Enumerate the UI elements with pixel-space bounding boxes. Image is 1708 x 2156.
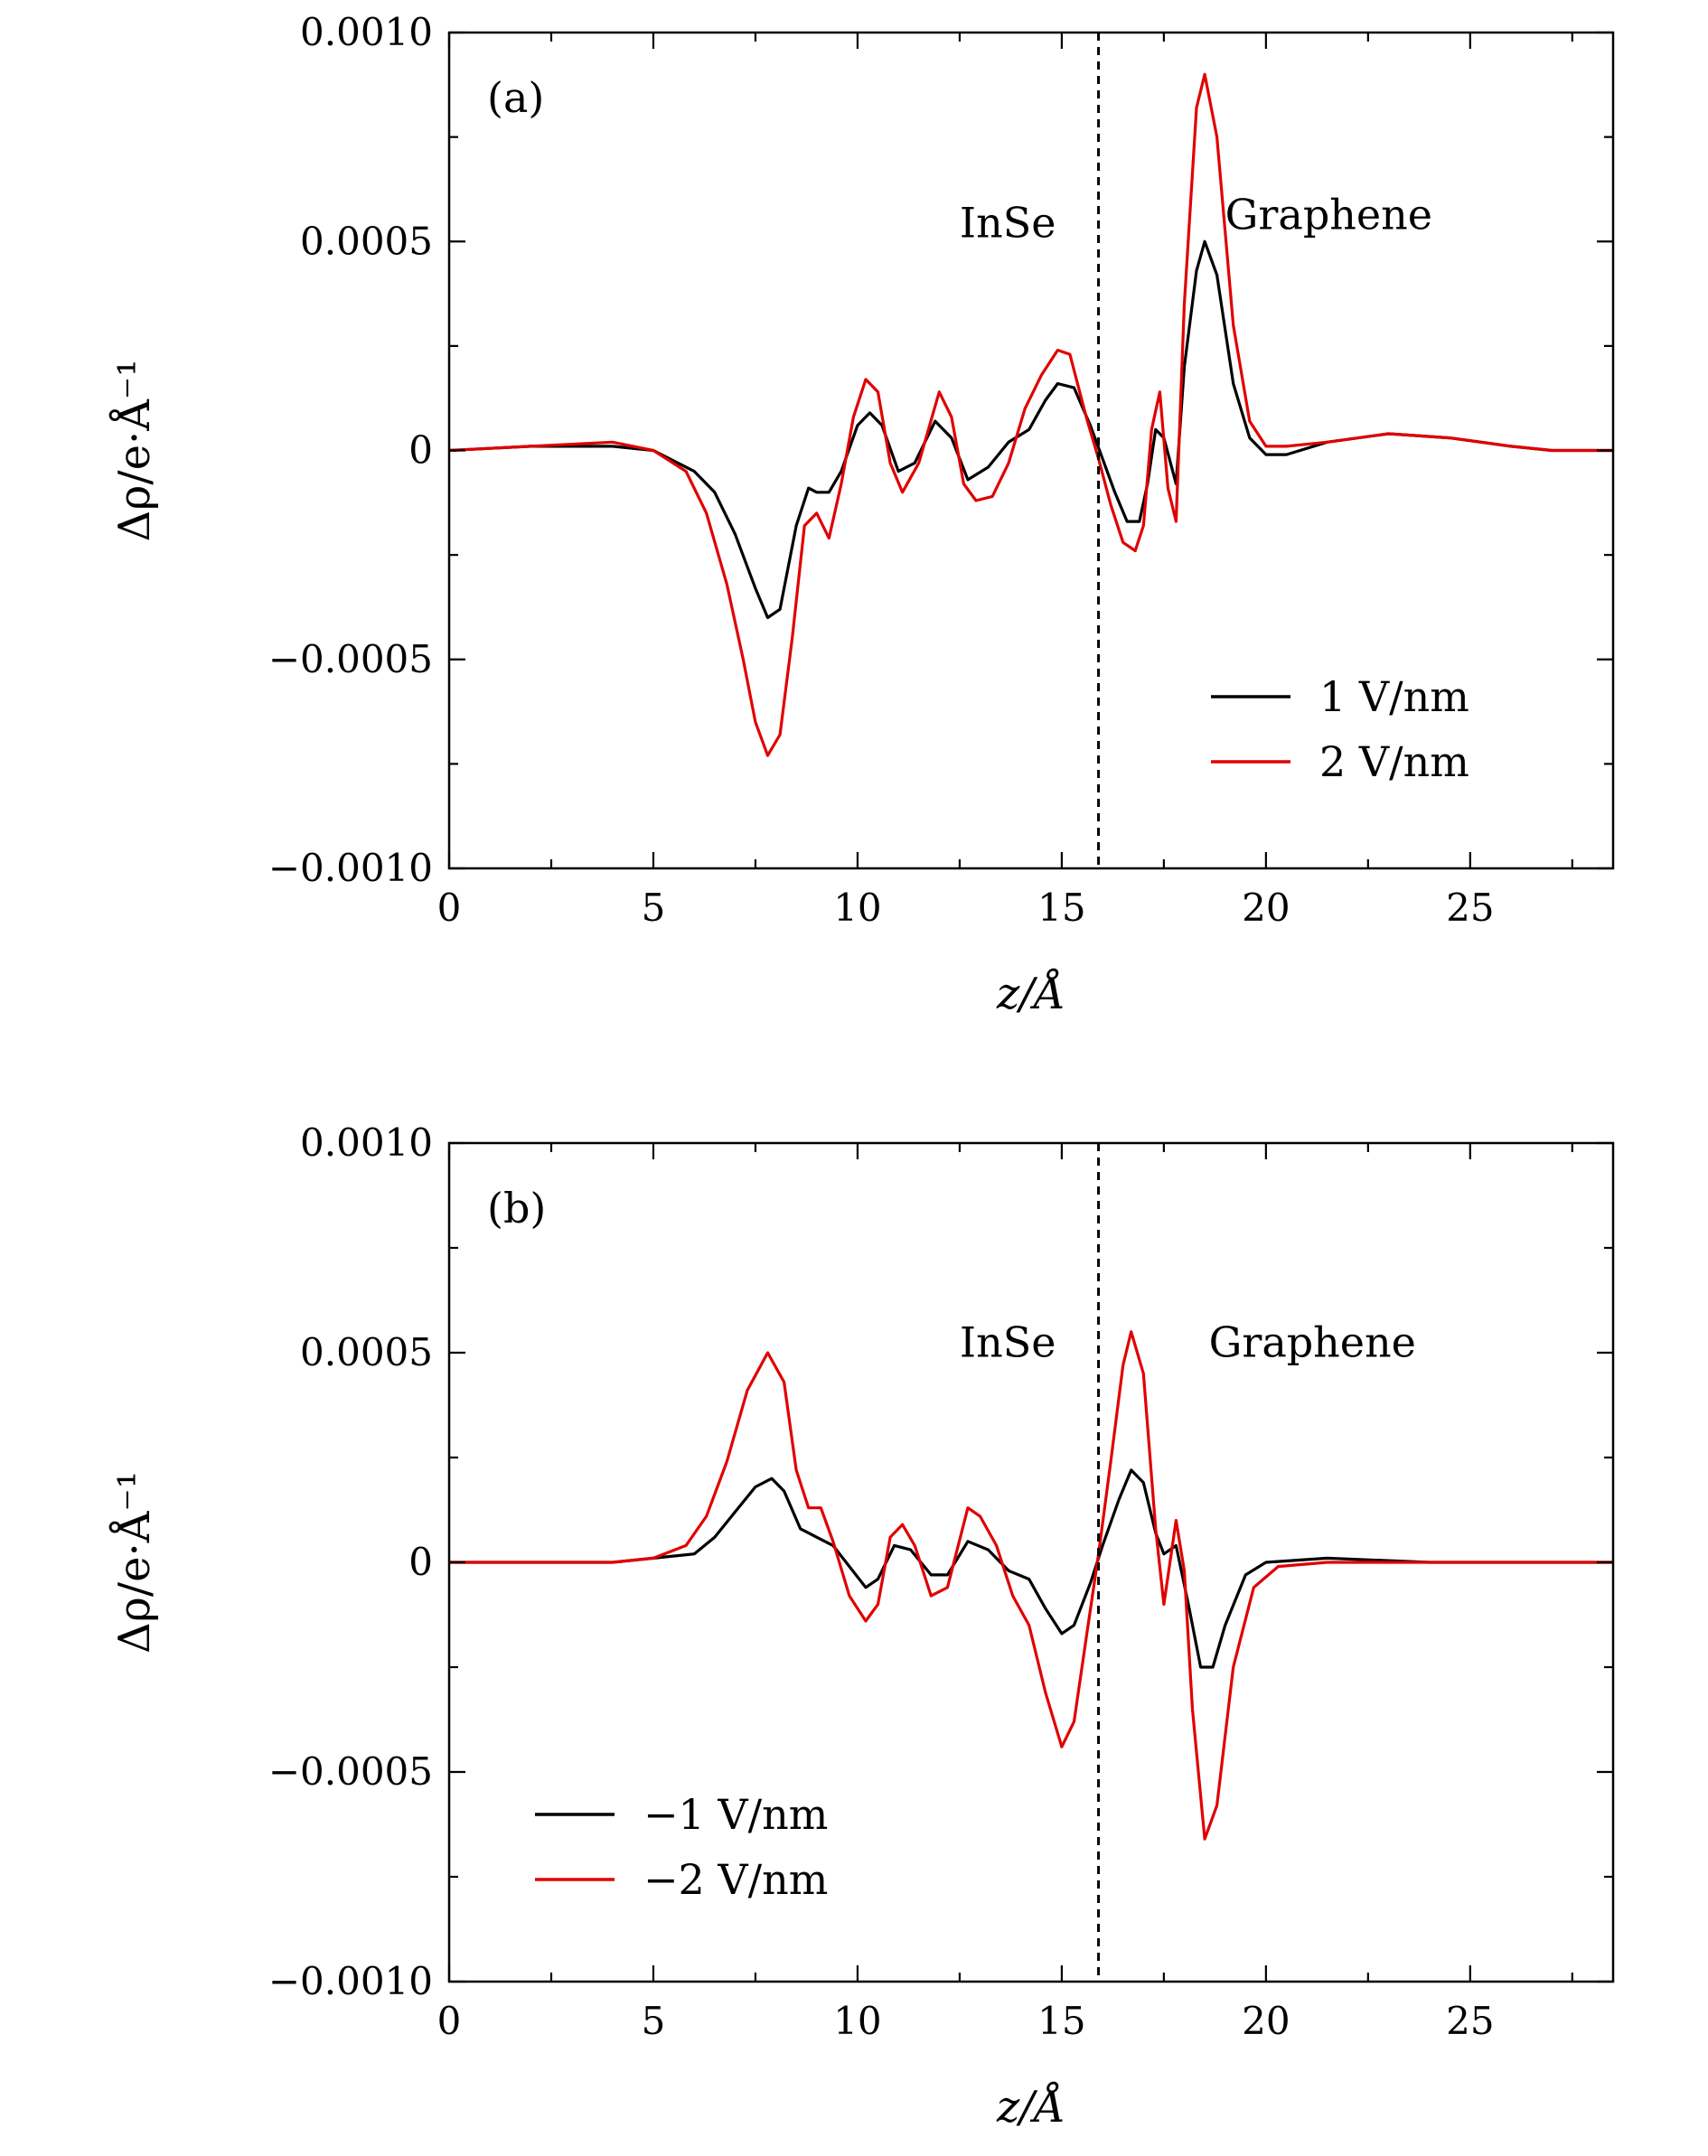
series-line-1 [449,1468,1613,1669]
x-tick-label: 10 [833,1999,881,2043]
x-tick-label: 5 [642,886,666,930]
series-line-2 [449,72,1613,757]
panel-b: 0 5 10 15 20 25 −0.0010 −0.0005 0 0.0005 0.0010 z/Å… [108,1120,1615,2133]
panel-label: (b) [487,1184,546,1233]
legend-entry: 1 V/nm [1319,672,1469,721]
x-tick-label: 15 [1037,886,1085,930]
x-tick-label: 25 [1446,886,1494,930]
x-tick-label: 10 [833,886,881,930]
x-tick-label: 25 [1446,1999,1494,2043]
region-label: Graphene [1209,1318,1416,1367]
x-tick-label: 5 [642,1999,666,2043]
y-tick-label: −0.0005 [268,637,433,681]
x-axis-label: z/Å [996,968,1065,1019]
y-tick-label: 0.0005 [300,1330,433,1374]
y-tick-label: −0.0010 [268,846,433,890]
series-line-1 [449,239,1613,620]
x-tick-label: 15 [1037,1999,1085,2043]
y-tick-label: 0 [408,428,433,473]
x-axis-label: z/Å [996,2081,1065,2133]
y-tick-label: 0.0010 [300,1120,433,1165]
panel-a: 0 5 10 15 20 25 −0.0010 −0.0005 0 0.0005 0.0010 z/Å… [108,10,1615,1019]
legend-entry: −2 V/nm [643,1855,828,1904]
x-tick-label: 20 [1242,1999,1290,2043]
y-axis-label: Δρ/e·Å⁻¹ [108,1471,160,1654]
y-tick-label: 0.0010 [300,10,433,54]
x-tick-label: 0 [437,886,462,930]
x-tick-label: 20 [1242,886,1290,930]
y-tick-label: −0.0010 [268,1959,433,2003]
legend-entry: 2 V/nm [1319,737,1469,786]
panel-label: (a) [487,73,544,122]
y-tick-label: 0.0005 [300,219,433,263]
y-tick-label: −0.0005 [268,1749,433,1794]
legend-entry: −1 V/nm [643,1790,828,1839]
y-axis-label: Δρ/e·Å⁻¹ [108,360,160,542]
series-line-2 [449,1330,1613,1841]
region-label: InSe [960,199,1056,248]
x-tick-label: 0 [437,1999,462,2043]
region-label: Graphene [1225,190,1432,239]
region-label: InSe [960,1318,1056,1367]
y-tick-label: 0 [408,1540,433,1584]
